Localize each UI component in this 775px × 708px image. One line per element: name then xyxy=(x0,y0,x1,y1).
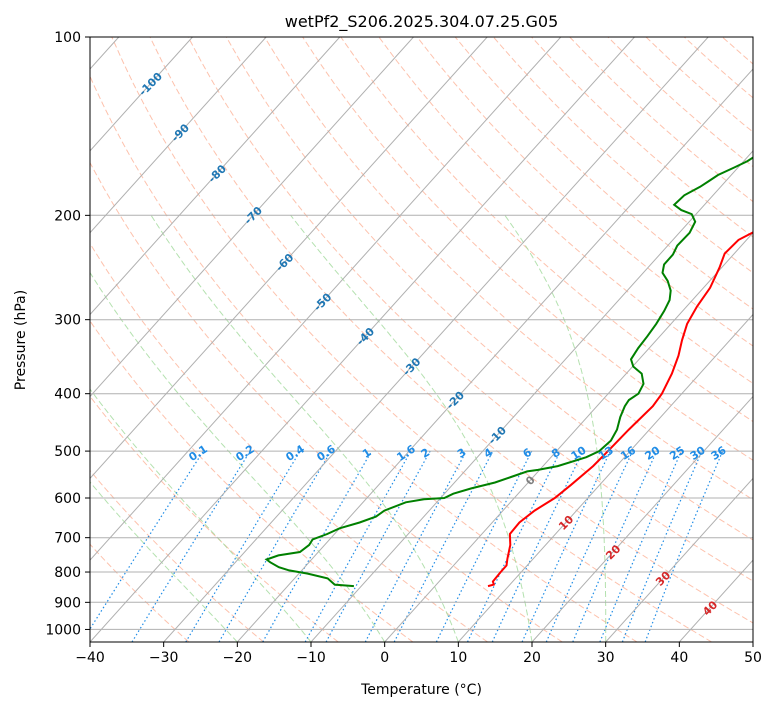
mixing-ratio-line xyxy=(572,450,658,642)
moist-adiabat xyxy=(290,214,533,642)
y-tick-label: 500 xyxy=(54,444,81,460)
isobar-gridlines xyxy=(90,37,753,630)
profile-series xyxy=(264,156,753,588)
mixing-ratio-line xyxy=(435,450,533,642)
isotherm-line xyxy=(90,37,267,234)
y-axis: 100 200 300 400 500 600 700 800 900 1000 xyxy=(45,30,90,638)
y-tick-label: 700 xyxy=(54,531,81,547)
mixing-ratio-line xyxy=(545,450,634,642)
dry-adiabat xyxy=(90,161,563,642)
moist-adiabat xyxy=(90,388,312,642)
x-tick-label: 10 xyxy=(449,650,467,666)
isotherm-line xyxy=(605,477,753,642)
isotherm-line xyxy=(236,68,753,642)
isotherm-line xyxy=(531,395,753,642)
x-axis-label: Temperature (°C) xyxy=(360,682,482,698)
y-tick-label: 200 xyxy=(54,208,81,224)
isotherm-line xyxy=(310,150,753,642)
y-tick-label: 800 xyxy=(54,565,81,581)
dry-adiabat xyxy=(225,37,753,541)
mixing-ratio-line xyxy=(364,450,467,642)
isotherm-line xyxy=(90,37,414,398)
chart-title: wetPf2_S206.2025.304.07.25.G05 xyxy=(285,12,559,32)
plot-frame xyxy=(89,36,754,643)
x-tick-label: −30 xyxy=(149,650,179,666)
dry-adiabat xyxy=(149,37,753,624)
dry-adiabat xyxy=(340,37,753,423)
dry-adiabat xyxy=(264,37,753,501)
moist-adiabat xyxy=(90,481,238,642)
x-tick-label: 20 xyxy=(523,650,541,666)
dry-adiabat xyxy=(90,469,264,642)
isotherm-line xyxy=(90,37,562,561)
x-tick-label: −10 xyxy=(296,650,326,666)
isotherm-line xyxy=(90,37,341,316)
dry-adiabat xyxy=(111,37,712,642)
x-tick-label: 30 xyxy=(597,650,615,666)
mixing-ratio-line xyxy=(644,450,724,642)
mixing-ratio-line xyxy=(325,450,431,642)
x-tick-label: −40 xyxy=(75,650,105,666)
mixing-ratio-line xyxy=(621,450,703,642)
isotherm-line xyxy=(163,37,709,642)
dry-adiabat xyxy=(302,37,753,461)
y-tick-label: 400 xyxy=(54,387,81,403)
dry-adiabat xyxy=(416,37,753,347)
mixing-ratio-line xyxy=(599,450,682,642)
x-tick-label: 40 xyxy=(670,650,688,666)
y-tick-label: 1000 xyxy=(45,622,81,638)
y-tick-label: 600 xyxy=(54,491,81,507)
y-tick-label: 900 xyxy=(54,595,81,611)
x-tick-label: 50 xyxy=(744,650,762,666)
moist-adiabat xyxy=(150,215,459,642)
mixing-ratio-line xyxy=(90,450,204,631)
plot-area-background xyxy=(90,37,753,642)
isotherm-line xyxy=(90,37,635,642)
y-tick-label: 300 xyxy=(54,313,81,329)
x-axis: −40 −30 −20 −10 0 10 20 30 40 50 xyxy=(75,642,762,666)
dry-adiabat xyxy=(90,242,488,642)
x-tick-label: 0 xyxy=(380,650,389,666)
moist-adiabat-lines xyxy=(90,214,607,642)
isotherm-line xyxy=(384,232,753,642)
isotherm-line xyxy=(457,313,753,642)
y-tick-label: 100 xyxy=(54,30,81,46)
x-tick-label: −20 xyxy=(223,650,253,666)
dry-adiabat-lines xyxy=(90,37,753,642)
moist-adiabat xyxy=(504,215,607,642)
dewpoint-profile-line xyxy=(264,156,753,588)
isotherm-line xyxy=(90,37,488,480)
isotherm-lines xyxy=(90,37,753,642)
temperature-profile-line xyxy=(487,231,753,588)
isotherm-line xyxy=(90,37,193,152)
dry-adiabat xyxy=(90,75,638,642)
mixing-ratio-line xyxy=(304,450,412,642)
dry-adiabat xyxy=(187,37,753,582)
y-axis-label: Pressure (hPa) xyxy=(13,290,29,390)
